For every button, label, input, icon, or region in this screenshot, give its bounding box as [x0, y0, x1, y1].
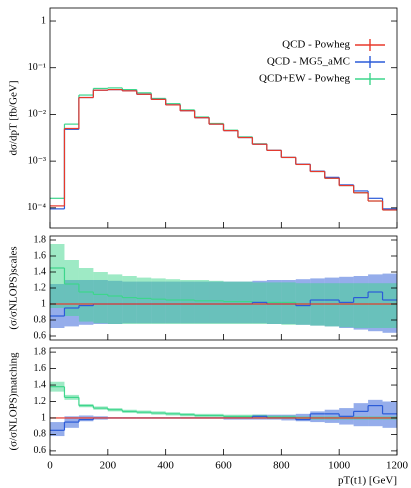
x-tick-label: 400	[157, 460, 174, 472]
uncertainty-band	[324, 283, 340, 327]
uncertainty-band	[209, 280, 224, 324]
y-tick-label: 0.8	[34, 314, 47, 325]
uncertainty-band	[165, 279, 181, 324]
x-axis-label: pT(t1) [GeV]	[338, 475, 397, 487]
uncertainty-band	[324, 409, 340, 423]
y-tick-label: 1.4	[34, 379, 47, 390]
legend-label: QCD+EW - Powheg	[259, 73, 350, 85]
legend-label: QCD - Powheg	[282, 39, 350, 51]
y-axis-label: (σ/σNLOPS)matching	[8, 352, 20, 451]
uncertainty-band	[50, 422, 65, 437]
uncertainty-band	[223, 281, 238, 324]
legend-label: QCD - MG5_aMC	[267, 56, 350, 68]
y-tick-label: 1.6	[34, 363, 47, 374]
y-tick-label: 1.2	[34, 396, 47, 407]
uncertainty-band	[266, 282, 282, 324]
y-tick-label: 10⁻³	[28, 155, 46, 166]
uncertainty-band	[353, 283, 369, 328]
x-tick-label: 0	[47, 460, 53, 472]
y-tick-label: 1.2	[34, 282, 47, 293]
y-tick-label: 0.8	[34, 429, 47, 440]
uncertainty-band	[64, 260, 79, 316]
x-tick-label: 800	[273, 460, 290, 472]
y-tick-label: 10⁻¹	[28, 62, 46, 73]
y-tick-label: 1	[41, 298, 46, 309]
y-tick-label: 1.4	[34, 266, 47, 277]
uncertainty-band	[50, 244, 65, 308]
x-tick-label: 200	[100, 460, 117, 472]
uncertainty-band	[107, 274, 123, 324]
uncertainty-band	[194, 280, 210, 324]
y-axis-label: dσ/dpT [fb/GeV]	[8, 80, 20, 155]
y-tick-label: 1.8	[34, 346, 47, 357]
uncertainty-band	[368, 399, 383, 427]
uncertainty-band	[237, 281, 253, 324]
y-tick-label: 1	[41, 15, 46, 26]
uncertainty-band	[122, 276, 137, 324]
y-tick-label: 10⁻⁴	[27, 202, 46, 213]
uncertainty-band	[382, 283, 397, 328]
x-tick-label: 600	[215, 460, 232, 472]
uncertainty-band	[78, 268, 94, 322]
y-tick-label: 1	[41, 412, 46, 423]
x-tick-label: 1200	[386, 460, 409, 472]
y-tick-label: 0.6	[34, 330, 47, 341]
uncertainty-band	[382, 401, 397, 428]
uncertainty-band	[252, 282, 267, 324]
uncertainty-band	[136, 277, 152, 324]
y-tick-label: 10⁻²	[28, 109, 46, 120]
uncertainty-band	[180, 280, 195, 324]
uncertainty-band	[151, 278, 166, 324]
y-tick-label: 0.6	[34, 445, 47, 456]
uncertainty-band	[339, 283, 354, 328]
y-tick-label: 1.8	[34, 234, 47, 245]
plot-frame	[49, 347, 398, 456]
y-axis-label: (σ/σNLOPS)scales	[8, 246, 20, 329]
x-tick-label: 1000	[328, 460, 351, 472]
y-tick-label: 1.6	[34, 250, 47, 261]
uncertainty-band	[353, 403, 369, 427]
uncertainty-band	[93, 272, 108, 324]
uncertainty-band	[368, 283, 383, 328]
